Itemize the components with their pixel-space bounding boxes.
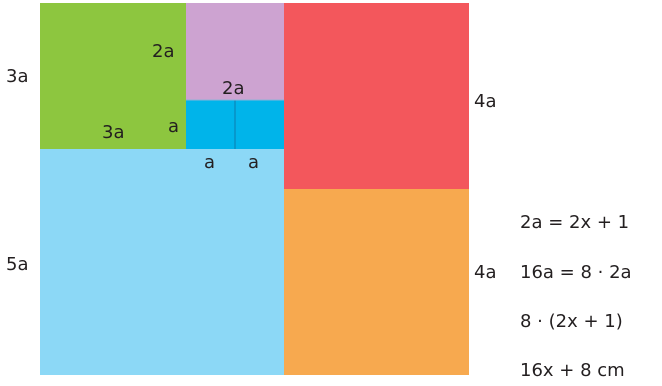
equation-1: 2a = 2x + 1	[520, 212, 629, 233]
red-square	[284, 3, 469, 189]
orange-square	[284, 189, 469, 375]
label-red-right: 4a	[474, 91, 496, 112]
label-green-bottom: 3a	[102, 122, 124, 143]
equation-3: 8 · (2x + 1)	[520, 311, 623, 332]
label-small-bottom-1: a	[204, 152, 215, 173]
label-purple-bottom: 2a	[222, 78, 244, 99]
label-purple-left: 2a	[152, 41, 174, 62]
label-orange-right: 4a	[474, 262, 496, 283]
small-square-left	[186, 100, 235, 149]
equation-4: 16x + 8 cm	[520, 360, 625, 381]
purple-square	[186, 3, 284, 100]
label-blue-left: 5a	[6, 254, 28, 275]
label-small-bottom-2: a	[248, 152, 259, 173]
label-green-left: 3a	[6, 66, 28, 87]
green-square	[40, 3, 186, 149]
label-small-left: a	[168, 116, 179, 137]
light-blue-square	[40, 149, 284, 375]
small-square-right	[235, 100, 284, 149]
equation-2: 16a = 8 · 2a	[520, 262, 632, 283]
